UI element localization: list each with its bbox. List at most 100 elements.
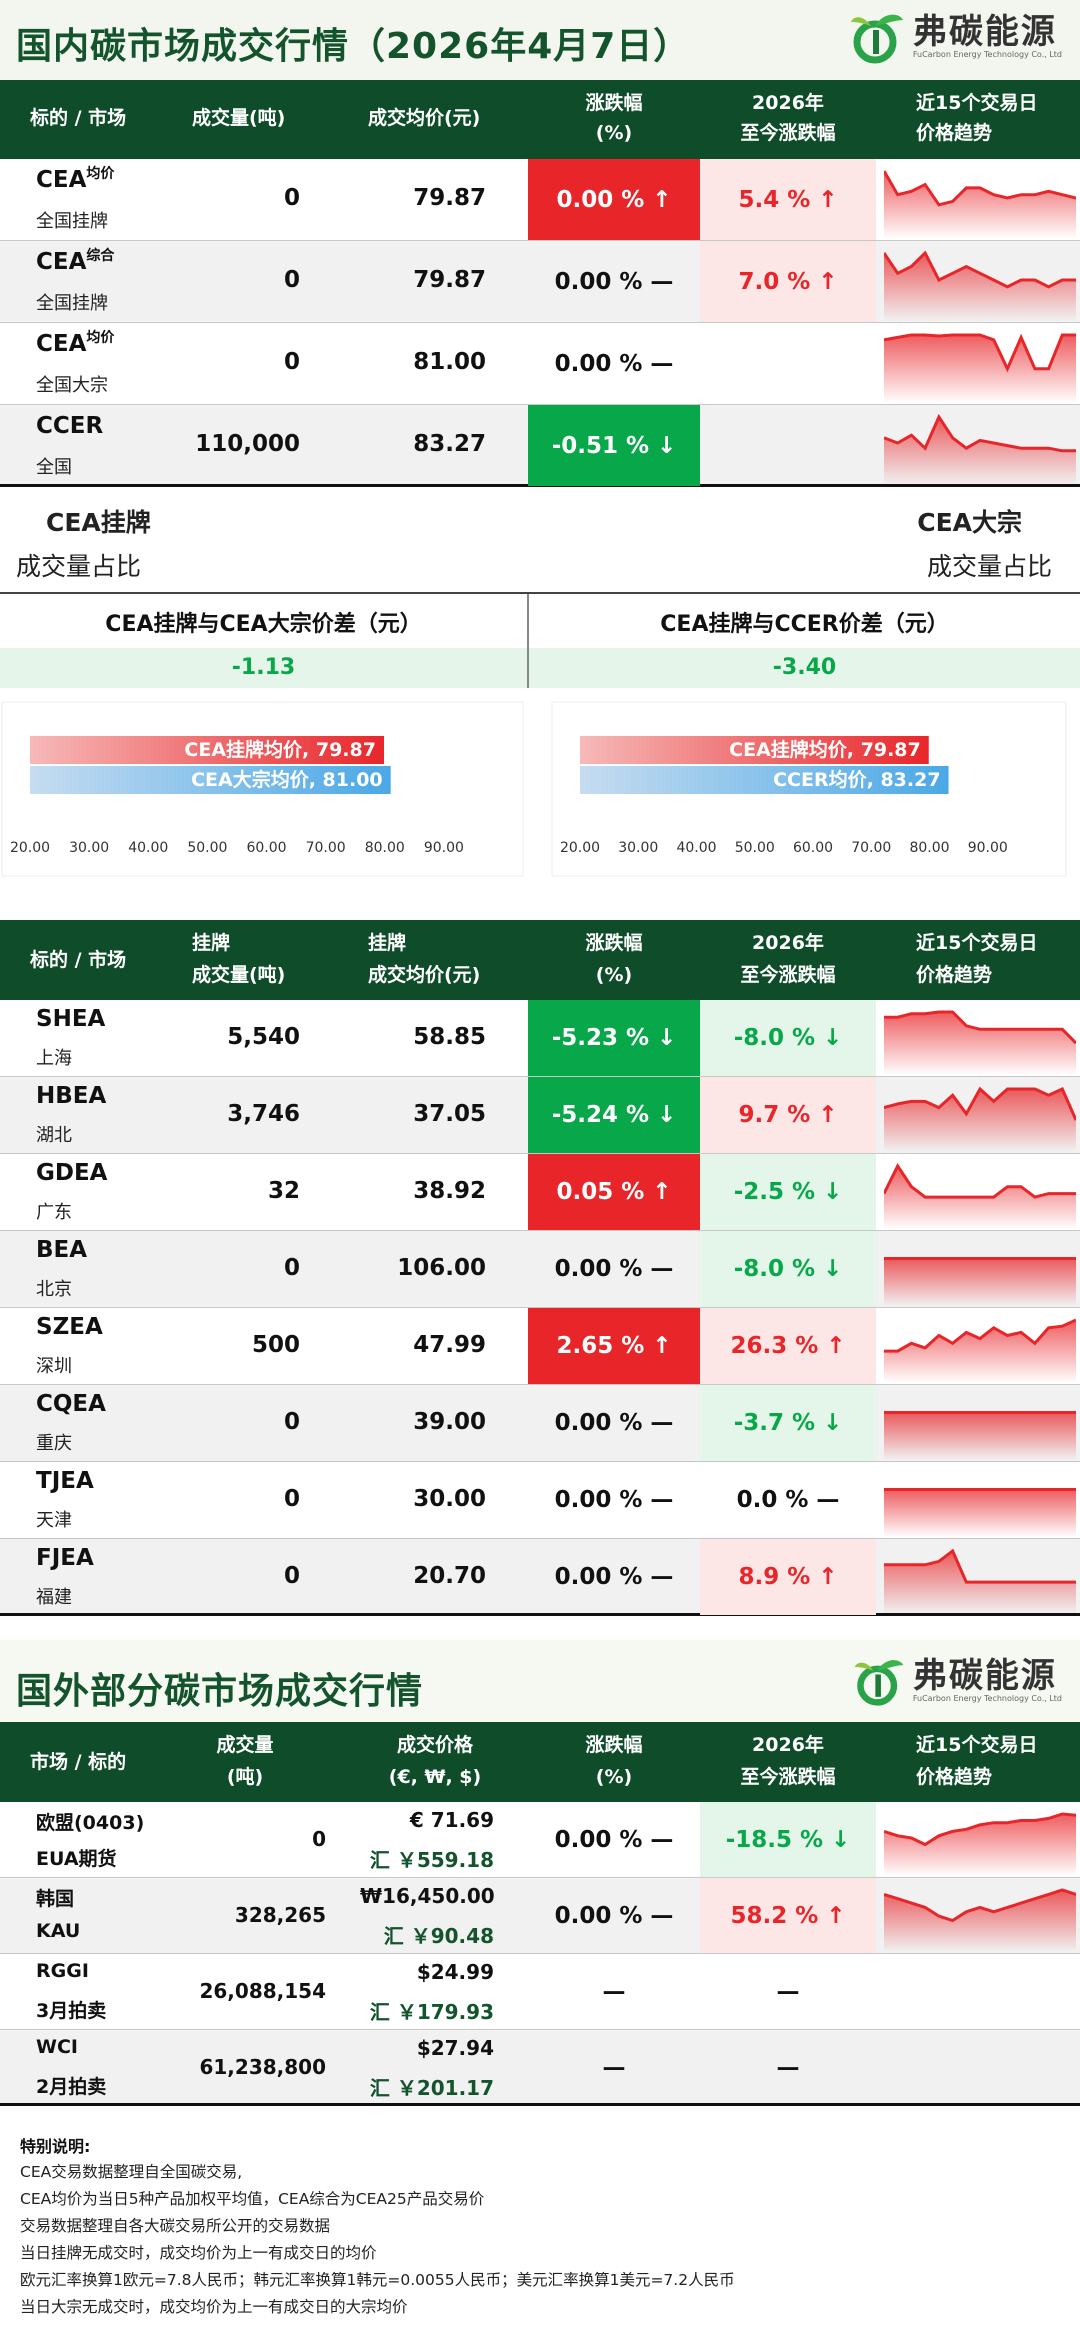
price-trend-sparkline <box>884 1257 1076 1306</box>
market-name: 广东 <box>36 1202 72 1223</box>
volume-value: 0 <box>283 1409 300 1435</box>
price-trend-sparkline <box>884 1086 1076 1152</box>
foreign-header-trend-sub: 价格趋势 <box>916 1766 993 1788</box>
trend-area <box>884 1814 1076 1876</box>
volume-value: 26,088,154 <box>199 1979 326 2003</box>
price-value: ₩16,450.00 <box>360 1884 495 1908</box>
spread-divider-mid <box>527 594 529 688</box>
price-trend-sparkline <box>884 1411 1076 1460</box>
change-cell: 2.65 % ↑ <box>528 1308 700 1384</box>
market-name: 福建 <box>36 1587 72 1608</box>
table-row: TJEA 天津 0 30.00 0.00 % — 0.0 % — <box>0 1462 1080 1539</box>
price-trend-sparkline <box>884 1888 1076 1952</box>
price-value: 37.05 <box>413 1101 486 1127</box>
table-row: CEA均价 全国挂牌 0 79.87 0.00 % ↑ 5.4 % ↑ <box>0 159 1080 241</box>
x-tick-label: 50.00 <box>187 840 227 856</box>
foreign-header-price: 成交价格 <box>396 1734 473 1756</box>
rmb-price-value: 汇 ￥559.18 <box>369 1848 494 1872</box>
domestic-table: CEA均价 全国挂牌 0 79.87 0.00 % ↑ 5.4 % ↑ CEA综合 全国挂牌 0… <box>0 159 1080 487</box>
volume-value: 0 <box>312 1827 326 1851</box>
change-cell: — <box>602 1978 626 2005</box>
note-line: CEA交易数据整理自全国碳交易, <box>20 2163 243 2181</box>
domestic-title-bar: 国内碳市场成交行情（2026年4月7日） 弗碳能源 FuCarbon Energ… <box>0 0 1080 80</box>
pilot-header-trend-sub: 价格趋势 <box>916 964 993 986</box>
change-cell: 0.00 % — <box>554 1487 674 1513</box>
ytd-cell: -3.7 % ↓ <box>700 1385 876 1461</box>
x-tick-label: 20.00 <box>560 840 600 856</box>
market-name: 上海 <box>36 1048 72 1069</box>
table-row: 欧盟(0403) EUA期货 0 € 71.69 汇 ￥559.18 0.00 % — -1… <box>0 1802 1080 1878</box>
trend-line <box>884 170 1076 207</box>
cea-block-share-label: CEA大宗 <box>917 508 1022 537</box>
bar-label-1: CEA挂牌均价, 79.87 <box>184 738 376 761</box>
trend-area <box>884 1320 1076 1383</box>
table-row: CQEA 重庆 0 39.00 0.00 % — -3.7 % ↓ <box>0 1385 1080 1462</box>
pilot-header-symbol: 标的 / 市场 <box>30 949 127 971</box>
x-tick-label: 50.00 <box>735 840 775 856</box>
ytd-cell: 7.0 % ↑ <box>700 241 876 322</box>
ytd-cell: — <box>776 1978 800 2005</box>
note-line: 欧元汇率换算1欧元=7.8人民币；韩元汇率换算1韩元=0.0055人民币；美元汇… <box>20 2271 735 2289</box>
header-volume: 成交量(吨) <box>192 107 286 129</box>
trend-line <box>884 1010 1076 1045</box>
market-name: 全国 <box>36 457 72 478</box>
pilot-header-trend: 近15个交易日 <box>916 932 1038 954</box>
trend-area <box>884 1258 1076 1306</box>
cea-listed-vs-block-chart: CEA挂牌均价, 79.87 CEA大宗均价, 81.00 20.00 30.00 40… <box>1 701 524 877</box>
volume-value: 0 <box>283 349 300 375</box>
logo-subtitle: FuCarbon Energy Technology Co., Ltd <box>912 50 1062 59</box>
volume-value: 0 <box>283 185 300 211</box>
foreign-logo-subtitle: FuCarbon Energy Technology Co., Ltd <box>912 1694 1062 1703</box>
price-value: 58.85 <box>413 1024 486 1050</box>
spread2-value: -3.40 <box>529 648 1080 688</box>
table-row: HBEA 湖北 3,746 37.05 -5.24 % ↓ 9.7 % ↑ <box>0 1077 1080 1154</box>
price-trend-sparkline <box>884 413 1076 485</box>
ytd-cell: 58.2 % ↑ <box>700 1878 876 1953</box>
foreign-header-price-unit: (€, ₩, $) <box>388 1766 482 1788</box>
symbol-code: SHEA <box>36 1006 106 1032</box>
price-value: $24.99 <box>416 1960 494 1984</box>
market-name: 全国挂牌 <box>36 211 108 232</box>
x-tick-label: 70.00 <box>851 840 891 856</box>
symbol-code: FJEA <box>36 1545 94 1571</box>
bar-1 <box>30 736 384 764</box>
change-cell: -5.23 % ↓ <box>528 1000 700 1076</box>
symbol-code: HBEA <box>36 1083 107 1109</box>
table-row: RGGI 3月拍卖 26,088,154 $24.99 汇 ￥179.93 — — <box>0 1954 1080 2030</box>
table-row: WCI 2月拍卖 61,238,800 $27.94 汇 ￥201.17 — — <box>0 2030 1080 2106</box>
price-value: 20.70 <box>413 1563 486 1589</box>
bar-label-2: CCER均价, 83.27 <box>773 768 940 791</box>
pilot-header-change: 涨跌幅 <box>585 932 643 954</box>
product-name: EUA期货 <box>36 1848 117 1870</box>
domestic-table-header: 标的 / 市场 成交量(吨) 成交均价(元) 涨跌幅 (%) 2026年 至今涨… <box>0 80 1080 159</box>
trend-area <box>884 1012 1076 1075</box>
foreign-table: 欧盟(0403) EUA期货 0 € 71.69 汇 ￥559.18 0.00 % — -1… <box>0 1802 1080 2108</box>
market-name: 欧盟(0403) <box>36 1812 145 1834</box>
foreign-header-volume-unit: (吨) <box>226 1766 264 1788</box>
header-trend-sub: 价格趋势 <box>916 122 993 144</box>
header-trend: 近15个交易日 <box>916 92 1038 114</box>
note-line: 交易数据整理自各大碳交易所公开的交易数据 <box>20 2217 331 2235</box>
change-cell: 0.00 % — <box>554 268 674 295</box>
x-tick-label: 90.00 <box>968 840 1008 856</box>
header-ytd-sub: 至今涨跌幅 <box>740 122 836 144</box>
table-row: CCER 全国 110,000 83.27 -0.51 % ↓ <box>0 405 1080 487</box>
ytd-cell: 0.0 % — <box>736 1487 840 1513</box>
symbol-code: GDEA <box>36 1160 108 1186</box>
volume-value: 61,238,800 <box>199 2055 326 2079</box>
volume-value: 0 <box>283 1486 300 1512</box>
x-tick-label: 60.00 <box>246 840 286 856</box>
symbol-code-text: CEA <box>36 331 87 357</box>
cea-listed-vs-ccer-chart: CEA挂牌均价, 79.87 CCER均价, 83.27 20.00 30.00 40.… <box>551 701 1067 877</box>
trend-line <box>884 250 1076 289</box>
trend-area <box>884 1412 1076 1460</box>
ytd-cell: 5.4 % ↑ <box>700 159 876 240</box>
symbol-superscript: 综合 <box>86 248 115 264</box>
notes-title: 特别说明: <box>20 2137 91 2156</box>
foreign-header-change: 涨跌幅 <box>585 1734 643 1756</box>
trend-area <box>884 417 1076 485</box>
price-trend-sparkline <box>884 1010 1076 1075</box>
domestic-title: 国内碳市场成交行情（2026年4月7日） <box>16 26 691 67</box>
trend-line <box>884 413 1076 453</box>
price-value: 83.27 <box>413 431 486 457</box>
